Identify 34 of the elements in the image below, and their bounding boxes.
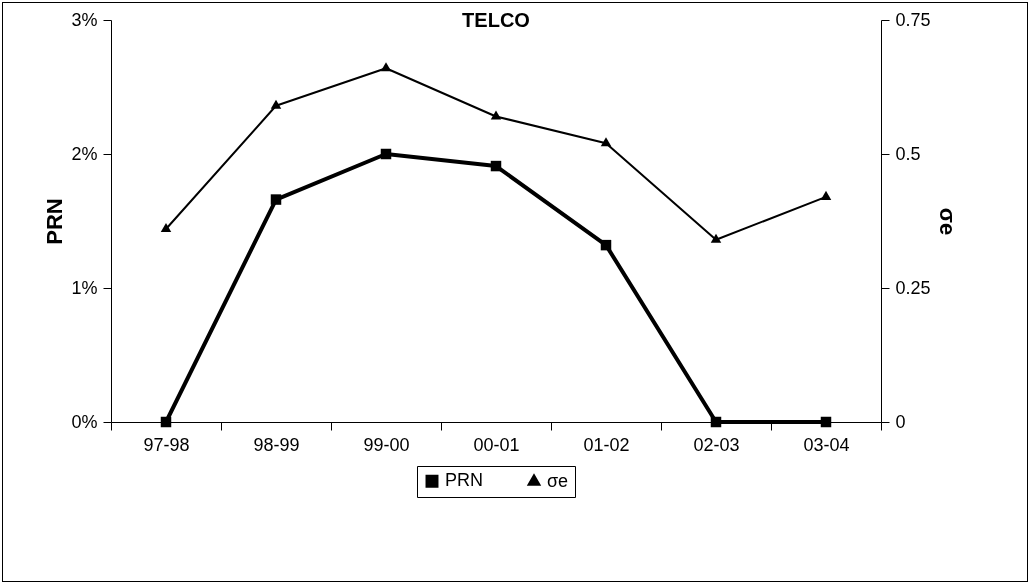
point: [710, 233, 722, 243]
x-tick-label: 99-00: [363, 434, 410, 455]
point: [380, 148, 392, 160]
point: [820, 190, 832, 200]
chart-title: TELCO: [462, 9, 530, 31]
y2-tick-label: 0.75: [895, 9, 931, 30]
y-tick-label: 3%: [71, 9, 98, 30]
x-tick-label: 97-98: [143, 434, 190, 455]
x-tick-label: 01-02: [583, 434, 630, 455]
point: [820, 416, 832, 428]
point: [710, 416, 722, 428]
y-tick-label: 2%: [71, 143, 98, 164]
point: [600, 239, 612, 251]
point: [600, 137, 612, 147]
point: [270, 99, 282, 109]
y2-tick-label: 0: [895, 411, 906, 432]
point: [160, 416, 172, 428]
y2-tick-label: 0.5: [895, 143, 921, 164]
legend-label: σe: [547, 470, 569, 491]
point: [270, 194, 282, 205]
x-tick-label: 03-04: [803, 434, 850, 455]
point: [490, 160, 502, 172]
y-axis-title: PRN: [42, 198, 68, 245]
point: [380, 62, 392, 72]
x-tick-label: 00-01: [473, 434, 520, 455]
legend-label: PRN: [445, 470, 484, 491]
x-tick-label: 98-99: [253, 434, 300, 455]
x-tick-label: 02-03: [693, 434, 740, 455]
y2-axis-title: σe: [934, 207, 960, 236]
y-tick-label: 1%: [71, 277, 98, 298]
y2-tick-label: 0.25: [895, 277, 931, 298]
point: [490, 110, 502, 120]
point: [160, 222, 172, 233]
y-tick-label: 0%: [71, 411, 98, 432]
